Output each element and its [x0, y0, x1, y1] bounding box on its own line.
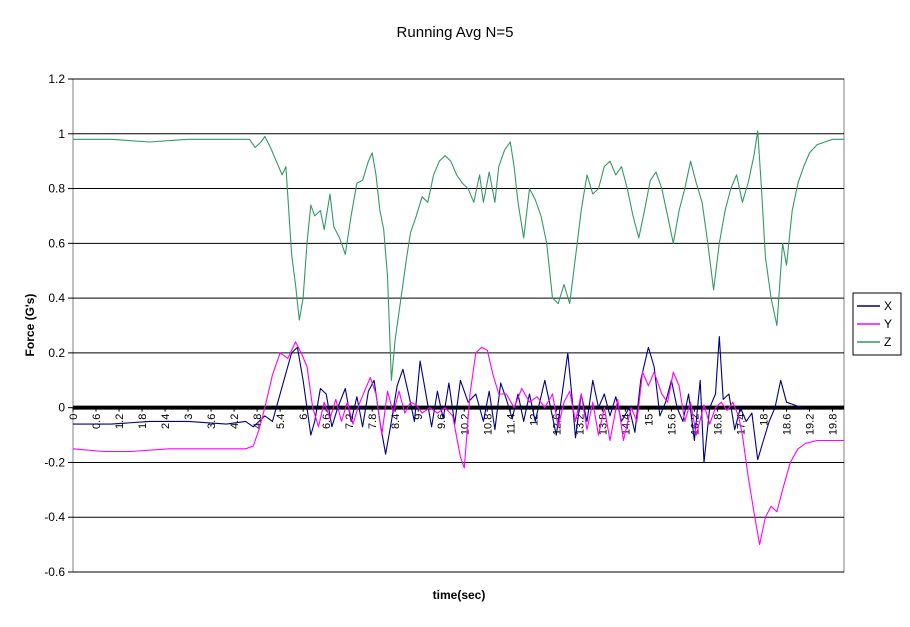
x-tick-label: 10.2 — [459, 414, 471, 435]
x-tick-label: 6 — [298, 414, 310, 420]
x-tick-label: 7.2 — [344, 414, 356, 429]
y-tick-label: -0.4 — [44, 510, 65, 524]
legend-label-x: X — [884, 299, 892, 313]
x-tick-label: 17.4 — [735, 414, 747, 435]
series-line-z — [73, 130, 844, 381]
series-line-x — [73, 335, 802, 463]
y-axis-label: Force (G's) — [23, 294, 37, 357]
x-tick-label: 15.6 — [666, 414, 678, 435]
x-tick-label: 0.6 — [91, 414, 103, 429]
x-tick-label: 1.2 — [114, 414, 126, 429]
x-tick-label: 15 — [643, 414, 655, 426]
y-tick-label: 0.8 — [48, 182, 65, 196]
y-tick-label: -0.2 — [44, 455, 65, 469]
x-tick-label: 7.8 — [367, 414, 379, 429]
y-tick-label: 1.2 — [48, 72, 65, 86]
x-tick-label: 0 — [68, 414, 80, 420]
x-tick-label: 19.8 — [827, 414, 839, 435]
legend-label-z: Z — [884, 335, 891, 349]
series-lines — [72, 130, 844, 546]
x-tick-label: 1.8 — [137, 414, 149, 429]
x-tick-label: 5.4 — [275, 414, 287, 429]
x-tick-label: 16.8 — [712, 414, 724, 435]
x-tick-label: 19.2 — [804, 414, 816, 435]
x-tick-label: 10.8 — [482, 414, 494, 435]
gridlines — [73, 78, 844, 573]
x-tick-label: 12 — [528, 414, 540, 426]
x-tick-label: 3 — [183, 414, 195, 420]
y-tick-label: 0.2 — [48, 346, 65, 360]
y-tick-label: 0.4 — [48, 291, 65, 305]
legend-label-y: Y — [884, 317, 892, 331]
legend: XYZ — [852, 292, 902, 356]
x-tick-label: 13.2 — [574, 414, 586, 435]
x-tick-label: 9 — [413, 414, 425, 420]
x-axis-label: time(sec) — [433, 588, 486, 602]
plot-area — [72, 78, 845, 573]
y-tick-label: 1 — [58, 127, 65, 141]
y-tick-label: -0.6 — [44, 565, 65, 579]
x-tick-label: 9.6 — [436, 414, 448, 429]
y-axis-ticks: 1.2 1 0.8 0.6 0.4 0.2 0 -0.2 -0.4 -0.6 — [44, 72, 73, 579]
x-tick-label: 8.4 — [390, 414, 402, 429]
x-tick-label: 18.6 — [781, 414, 793, 435]
x-tick-label: 3.6 — [206, 414, 218, 429]
chart-title: Running Avg N=5 — [397, 24, 514, 41]
x-tick-label: 11.4 — [505, 414, 517, 435]
y-tick-label: 0 — [58, 401, 65, 415]
series-line-y — [72, 341, 844, 546]
y-tick-label: 0.6 — [48, 236, 65, 250]
x-tick-label: 4.2 — [229, 414, 241, 429]
x-tick-label: 18 — [758, 414, 770, 426]
